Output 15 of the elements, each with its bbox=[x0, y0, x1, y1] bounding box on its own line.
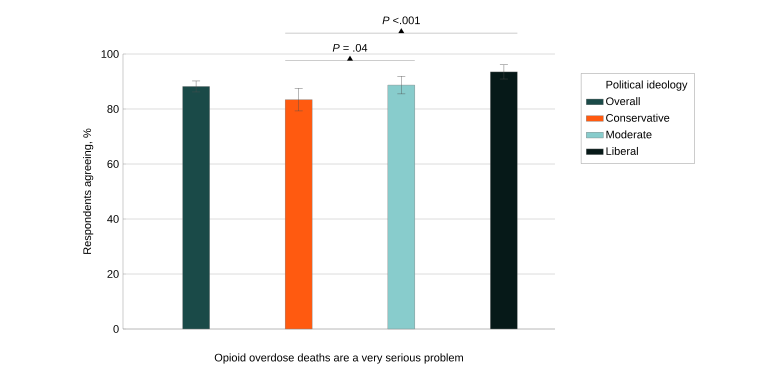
legend-label: Moderate bbox=[606, 130, 652, 138]
y-tick-label: 60 bbox=[107, 160, 119, 168]
x-axis-title: Opioid overdose deaths are a very serious problem bbox=[214, 353, 463, 364]
legend-label: Overall bbox=[606, 97, 640, 106]
y-tick-label: 80 bbox=[107, 105, 119, 113]
legend-label: Liberal bbox=[606, 146, 638, 156]
y-tick-label: 0 bbox=[113, 325, 119, 333]
text: P = .04 bbox=[332, 44, 368, 52]
legend-title: Political ideology bbox=[606, 80, 688, 91]
legend-label: Conservative bbox=[606, 114, 670, 122]
y-tick-label: 40 bbox=[107, 215, 119, 223]
text: P <.001 bbox=[382, 16, 420, 24]
y-tick-label: 20 bbox=[107, 270, 119, 278]
y-axis-title: Respondents agreeing, % bbox=[83, 128, 94, 254]
y-tick-label: 100 bbox=[102, 50, 119, 58]
